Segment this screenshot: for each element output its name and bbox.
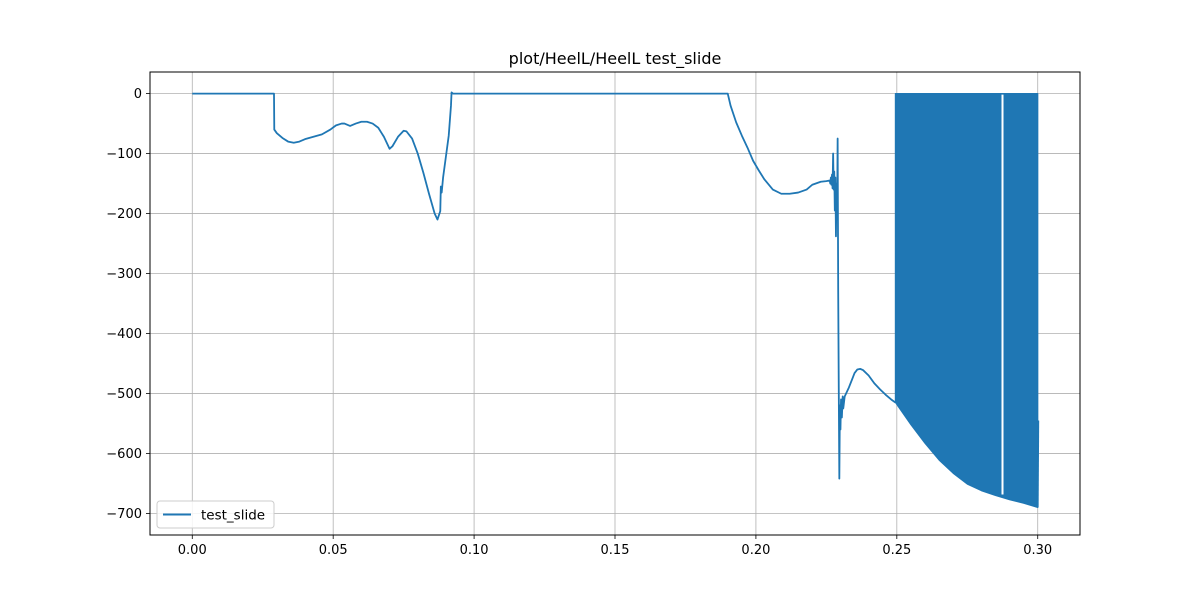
y-tick-label: −700 [106,507,142,522]
y-tick-label: −200 [106,207,142,222]
x-tick-label: 0.20 [741,543,770,558]
ticks-layer: 0.00 0.05 0.10 0.15 0.20 0.25 0.30 0 −100 −200 −30… [106,87,1052,558]
chart-title: plot/HeelL/HeelL test_slide [509,49,722,69]
y-tick-label: −500 [106,387,142,402]
x-tick-label: 0.00 [178,543,207,558]
series-line-end [1036,420,1040,508]
x-tick-label: 0.25 [882,543,911,558]
y-tick-label: −400 [106,327,142,342]
legend-entry-label: test_slide [201,508,265,524]
x-tick-label: 0.30 [1023,543,1052,558]
x-tick-label: 0.10 [460,543,489,558]
x-tick-label: 0.15 [601,543,630,558]
series-line-main [192,91,896,480]
legend: test_slide [156,500,275,529]
legend-box [156,500,275,529]
x-tick-label: 0.05 [319,543,348,558]
data-layer [192,91,1040,509]
y-tick-label: −600 [106,447,142,462]
y-tick-label: 0 [134,87,142,102]
y-tick-label: −300 [106,267,142,282]
y-tick-label: −100 [106,147,142,162]
